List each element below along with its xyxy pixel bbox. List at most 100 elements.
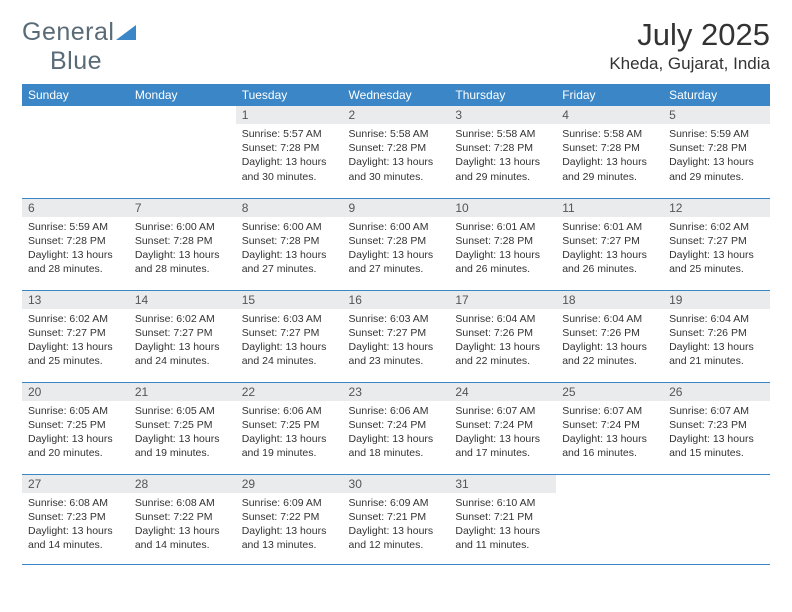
daylight2-text: and 19 minutes. <box>135 446 230 460</box>
sunrise-text: Sunrise: 6:02 AM <box>669 220 764 234</box>
calendar-cell: 29Sunrise: 6:09 AMSunset: 7:22 PMDayligh… <box>236 474 343 564</box>
sunset-text: Sunset: 7:24 PM <box>349 418 444 432</box>
sunrise-text: Sunrise: 6:01 AM <box>562 220 657 234</box>
daylight2-text: and 29 minutes. <box>669 170 764 184</box>
sunset-text: Sunset: 7:26 PM <box>562 326 657 340</box>
calendar-cell: 17Sunrise: 6:04 AMSunset: 7:26 PMDayligh… <box>449 290 556 382</box>
calendar-cell: 14Sunrise: 6:02 AMSunset: 7:27 PMDayligh… <box>129 290 236 382</box>
day-info: Sunrise: 6:08 AMSunset: 7:23 PMDaylight:… <box>22 493 129 557</box>
day-number: 20 <box>22 383 129 401</box>
sunrise-text: Sunrise: 5:58 AM <box>455 127 550 141</box>
day-number: 8 <box>236 199 343 217</box>
day-info: Sunrise: 6:06 AMSunset: 7:24 PMDaylight:… <box>343 401 450 465</box>
sunset-text: Sunset: 7:27 PM <box>562 234 657 248</box>
sunset-text: Sunset: 7:21 PM <box>349 510 444 524</box>
day-number: 3 <box>449 106 556 124</box>
sunrise-text: Sunrise: 6:04 AM <box>562 312 657 326</box>
sunrise-text: Sunrise: 6:08 AM <box>135 496 230 510</box>
sunrise-text: Sunrise: 6:00 AM <box>135 220 230 234</box>
day-number: 9 <box>343 199 450 217</box>
calendar-cell: 24Sunrise: 6:07 AMSunset: 7:24 PMDayligh… <box>449 382 556 474</box>
calendar-cell: 20Sunrise: 6:05 AMSunset: 7:25 PMDayligh… <box>22 382 129 474</box>
daylight2-text: and 30 minutes. <box>349 170 444 184</box>
day-header: Sunday <box>22 84 129 106</box>
sunrise-text: Sunrise: 6:00 AM <box>242 220 337 234</box>
daylight1-text: Daylight: 13 hours <box>28 432 123 446</box>
calendar-cell: 4Sunrise: 5:58 AMSunset: 7:28 PMDaylight… <box>556 106 663 198</box>
calendar-cell: 9Sunrise: 6:00 AMSunset: 7:28 PMDaylight… <box>343 198 450 290</box>
sunset-text: Sunset: 7:24 PM <box>455 418 550 432</box>
daylight2-text: and 15 minutes. <box>669 446 764 460</box>
calendar-cell: 12Sunrise: 6:02 AMSunset: 7:27 PMDayligh… <box>663 198 770 290</box>
sunrise-text: Sunrise: 6:04 AM <box>669 312 764 326</box>
sunset-text: Sunset: 7:21 PM <box>455 510 550 524</box>
daylight2-text: and 17 minutes. <box>455 446 550 460</box>
day-info: Sunrise: 6:09 AMSunset: 7:21 PMDaylight:… <box>343 493 450 557</box>
day-info: Sunrise: 5:58 AMSunset: 7:28 PMDaylight:… <box>343 124 450 188</box>
daylight2-text: and 23 minutes. <box>349 354 444 368</box>
day-info: Sunrise: 6:07 AMSunset: 7:24 PMDaylight:… <box>449 401 556 465</box>
day-info: Sunrise: 6:00 AMSunset: 7:28 PMDaylight:… <box>343 217 450 281</box>
sunrise-text: Sunrise: 5:58 AM <box>562 127 657 141</box>
day-info: Sunrise: 6:02 AMSunset: 7:27 PMDaylight:… <box>129 309 236 373</box>
day-info: Sunrise: 5:59 AMSunset: 7:28 PMDaylight:… <box>22 217 129 281</box>
daylight1-text: Daylight: 13 hours <box>455 524 550 538</box>
calendar-cell: 0.... <box>129 106 236 198</box>
daylight1-text: Daylight: 13 hours <box>28 248 123 262</box>
day-number: 25 <box>556 383 663 401</box>
sunrise-text: Sunrise: 5:59 AM <box>28 220 123 234</box>
sunrise-text: Sunrise: 6:07 AM <box>455 404 550 418</box>
sunrise-text: Sunrise: 6:07 AM <box>562 404 657 418</box>
daylight2-text: and 25 minutes. <box>669 262 764 276</box>
day-header: Thursday <box>449 84 556 106</box>
daylight1-text: Daylight: 13 hours <box>455 248 550 262</box>
daylight2-text: and 26 minutes. <box>455 262 550 276</box>
day-info: Sunrise: 6:01 AMSunset: 7:27 PMDaylight:… <box>556 217 663 281</box>
day-number: 4 <box>556 106 663 124</box>
day-header-row: SundayMondayTuesdayWednesdayThursdayFrid… <box>22 84 770 106</box>
daylight1-text: Daylight: 13 hours <box>242 248 337 262</box>
day-number: 23 <box>343 383 450 401</box>
day-number: 19 <box>663 291 770 309</box>
day-info: Sunrise: 5:59 AMSunset: 7:28 PMDaylight:… <box>663 124 770 188</box>
daylight1-text: Daylight: 13 hours <box>242 524 337 538</box>
sunset-text: Sunset: 7:28 PM <box>135 234 230 248</box>
sunset-text: Sunset: 7:27 PM <box>28 326 123 340</box>
daylight2-text: and 24 minutes. <box>242 354 337 368</box>
day-info: Sunrise: 6:06 AMSunset: 7:25 PMDaylight:… <box>236 401 343 465</box>
daylight2-text: and 27 minutes. <box>349 262 444 276</box>
logo-word-b: Blue <box>22 47 102 75</box>
calendar-cell: 0.... <box>22 106 129 198</box>
calendar-cell: 2Sunrise: 5:58 AMSunset: 7:28 PMDaylight… <box>343 106 450 198</box>
day-info: Sunrise: 6:10 AMSunset: 7:21 PMDaylight:… <box>449 493 556 557</box>
daylight1-text: Daylight: 13 hours <box>135 524 230 538</box>
day-number: 27 <box>22 475 129 493</box>
sunset-text: Sunset: 7:28 PM <box>669 141 764 155</box>
day-number: 26 <box>663 383 770 401</box>
calendar-week-row: 6Sunrise: 5:59 AMSunset: 7:28 PMDaylight… <box>22 198 770 290</box>
sunrise-text: Sunrise: 6:03 AM <box>349 312 444 326</box>
day-info: Sunrise: 6:02 AMSunset: 7:27 PMDaylight:… <box>663 217 770 281</box>
daylight2-text: and 29 minutes. <box>455 170 550 184</box>
day-info: Sunrise: 5:58 AMSunset: 7:28 PMDaylight:… <box>556 124 663 188</box>
daylight2-text: and 30 minutes. <box>242 170 337 184</box>
day-info: Sunrise: 6:03 AMSunset: 7:27 PMDaylight:… <box>343 309 450 373</box>
calendar-cell: 6Sunrise: 5:59 AMSunset: 7:28 PMDaylight… <box>22 198 129 290</box>
day-number: 2 <box>343 106 450 124</box>
calendar-cell: 0.... <box>663 474 770 564</box>
sunset-text: Sunset: 7:25 PM <box>242 418 337 432</box>
daylight2-text: and 28 minutes. <box>135 262 230 276</box>
daylight1-text: Daylight: 13 hours <box>242 432 337 446</box>
calendar-cell: 0.... <box>556 474 663 564</box>
calendar-cell: 16Sunrise: 6:03 AMSunset: 7:27 PMDayligh… <box>343 290 450 382</box>
calendar-week-row: 13Sunrise: 6:02 AMSunset: 7:27 PMDayligh… <box>22 290 770 382</box>
page-title: July 2025 <box>609 18 770 52</box>
sunrise-text: Sunrise: 6:08 AM <box>28 496 123 510</box>
sunrise-text: Sunrise: 5:58 AM <box>349 127 444 141</box>
daylight1-text: Daylight: 13 hours <box>455 155 550 169</box>
daylight1-text: Daylight: 13 hours <box>242 155 337 169</box>
day-number: 1 <box>236 106 343 124</box>
calendar-cell: 30Sunrise: 6:09 AMSunset: 7:21 PMDayligh… <box>343 474 450 564</box>
day-number: 18 <box>556 291 663 309</box>
day-number: 24 <box>449 383 556 401</box>
